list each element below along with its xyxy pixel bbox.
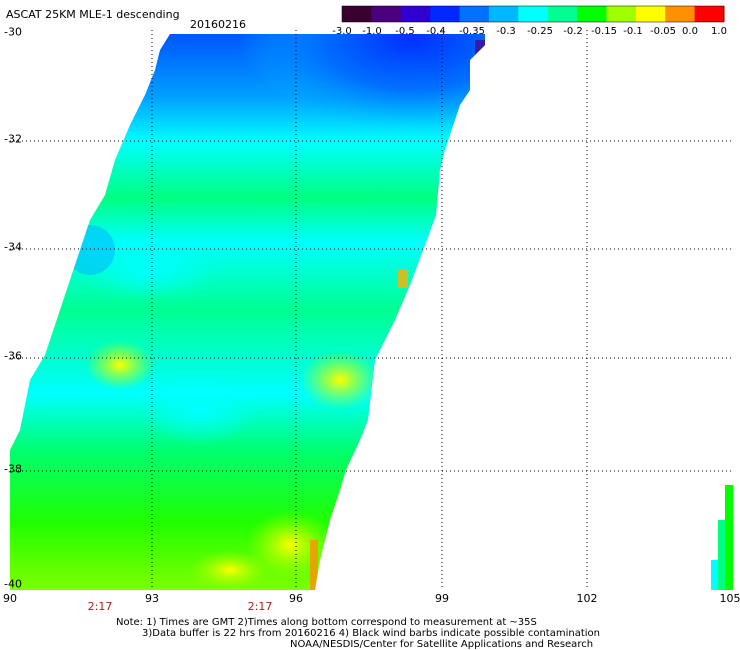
colorbar-tick-label: -0.05: [650, 26, 676, 37]
colorbar-tick-label: -0.5: [395, 26, 415, 37]
product-title: ASCAT 25KM MLE-1 descending: [6, 8, 180, 21]
colorbar-frame: [341, 5, 725, 23]
colorbar-swatch: [635, 6, 666, 22]
latitude-label: -40: [4, 577, 22, 591]
graticule: [10, 30, 733, 590]
latitude-label: -34: [4, 240, 22, 254]
colorbar-tick-label: -0.2: [563, 26, 583, 37]
longitude-label: 102: [576, 592, 598, 605]
latitude-label: -32: [4, 132, 22, 146]
product-date: 20160216: [190, 18, 246, 31]
scatterometer-swath: [10, 34, 485, 590]
colorbar-tick-label: -0.35: [459, 26, 485, 37]
latitude-label: -36: [4, 349, 22, 363]
colorbar-swatch: [342, 6, 372, 22]
colorbar-tick-label: -0.15: [591, 26, 617, 37]
longitude-label: 93: [145, 592, 159, 605]
colorbar-swatch: [547, 6, 578, 22]
latitude-label: -30: [4, 25, 22, 39]
swath-fragment-east: [711, 485, 733, 590]
longitude-label: 105: [719, 592, 740, 605]
pass-time-label: 2:17: [87, 600, 113, 613]
colorbar-swatch: [371, 6, 402, 22]
colorbar-swatch: [577, 6, 607, 22]
colorbar-tick-label: -0.25: [527, 26, 553, 37]
colorbar-tick-label: 1.0: [711, 26, 727, 37]
longitude-label: 99: [435, 592, 449, 605]
colorbar-tick-label: -0.3: [496, 26, 516, 37]
colorbar-swatch: [488, 6, 519, 22]
footnote-line-1: Note: 1) Times are GMT 2)Times along bot…: [116, 617, 537, 628]
longitude-label: 90: [3, 592, 17, 605]
latitude-label: -38: [4, 462, 22, 476]
footnote-credit: NOAA/NESDIS/Center for Satellite Applica…: [290, 639, 594, 650]
colorbar-tick-label: -0.1: [623, 26, 643, 37]
colorbar-swatch: [665, 6, 696, 22]
colorbar-tick-label: -0.4: [426, 26, 446, 37]
colorbar-tick-label: -1.0: [362, 26, 382, 37]
colorbar-swatch: [518, 6, 549, 22]
colorbar-swatch: [606, 6, 637, 22]
colorbar-tick-label: -3.0: [332, 26, 352, 37]
colorbar-swatch: [430, 6, 461, 22]
colorbar-swatch: [459, 6, 490, 22]
colorbar-swatch: [694, 6, 725, 22]
pass-time-label: 2:17: [247, 600, 273, 613]
longitude-label: 96: [289, 592, 303, 605]
colorbar-swatch: [400, 6, 431, 22]
colorbar-tick-label: 0.0: [682, 26, 698, 37]
footnote-line-2: 3)Data buffer is 22 hrs from 20160216 4)…: [142, 628, 600, 639]
